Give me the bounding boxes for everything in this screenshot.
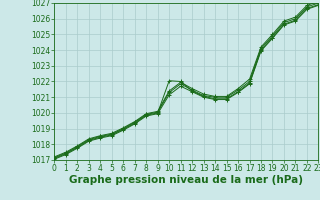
X-axis label: Graphe pression niveau de la mer (hPa): Graphe pression niveau de la mer (hPa) — [69, 175, 303, 185]
